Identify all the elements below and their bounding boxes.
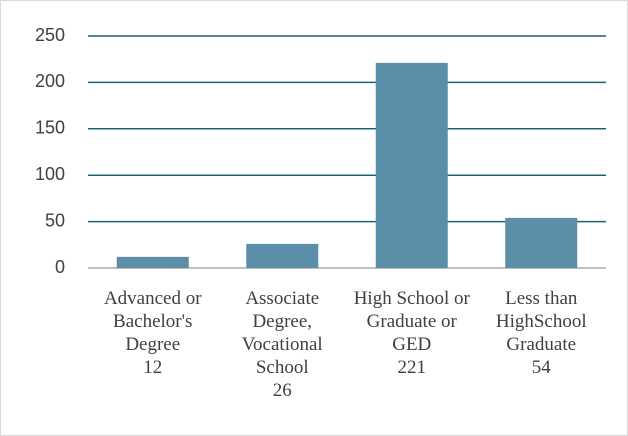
x-tick-label: Associate Degree, Vocational School [241,288,323,378]
y-tick-label: 250 [35,25,65,45]
bar [246,243,319,268]
data-label: 26 [272,380,292,401]
category-label-group: High School or Graduate or GED 221 [349,287,475,379]
y-tick-label: 200 [35,71,65,91]
category-label-group: Associate Degree, Vocational School 26 [220,287,346,402]
x-tick-label: Less than HighSchool Graduate [495,288,587,355]
category-label-group: Less than HighSchool Graduate 54 [479,287,605,379]
y-tick-label: 50 [45,210,65,230]
y-tick-label: 0 [55,257,65,277]
y-tick-label: 150 [35,118,65,138]
bar [116,256,189,268]
bar [505,217,578,268]
category-label-group: Advanced or Bachelor's Degree 12 [90,287,216,379]
x-tick-label: Advanced or Bachelor's Degree [103,288,202,355]
bar [375,62,448,268]
x-tick-label: High School or Graduate or GED [353,288,470,355]
data-label: 54 [531,357,551,378]
data-label: 12 [143,357,163,378]
y-tick-label: 100 [35,164,65,184]
data-label: 221 [397,357,427,378]
